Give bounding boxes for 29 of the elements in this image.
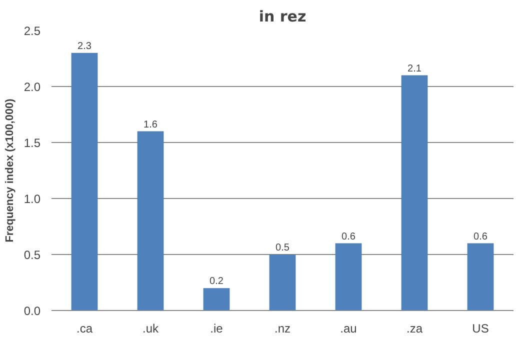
x-tick-label: .ie xyxy=(210,322,224,336)
data-label: 2.1 xyxy=(408,63,422,74)
bar xyxy=(467,243,494,310)
y-tick-label: 2.5 xyxy=(24,24,41,38)
bar xyxy=(137,131,164,310)
x-tick-label: .za xyxy=(406,322,423,336)
data-label: 0.6 xyxy=(342,231,356,242)
data-label: 0.2 xyxy=(210,276,224,288)
y-tick-label: 1.0 xyxy=(24,192,41,206)
x-tick-label: .ca xyxy=(76,322,93,336)
data-label: 2.3 xyxy=(78,40,92,52)
x-tick-label: US xyxy=(472,322,489,336)
bar xyxy=(269,254,296,310)
data-label: 0.6 xyxy=(474,231,488,242)
data-label: 0.5 xyxy=(276,242,290,254)
y-tick-label: 0.5 xyxy=(24,248,41,262)
y-tick-label: 0.0 xyxy=(24,304,41,318)
y-tick-label: 2.0 xyxy=(24,80,41,94)
bar xyxy=(335,243,362,310)
data-label: 1.6 xyxy=(144,119,158,130)
x-tick-label: .uk xyxy=(142,322,160,336)
x-tick-label: .au xyxy=(340,322,357,336)
bar xyxy=(71,52,98,310)
bar xyxy=(401,75,428,310)
y-axis-title: Frequency index (x100,000) xyxy=(4,98,16,242)
x-tick-label: .nz xyxy=(274,322,291,336)
y-tick-label: 1.5 xyxy=(24,136,41,150)
bar xyxy=(203,288,230,310)
chart-title: in rez xyxy=(258,8,306,26)
